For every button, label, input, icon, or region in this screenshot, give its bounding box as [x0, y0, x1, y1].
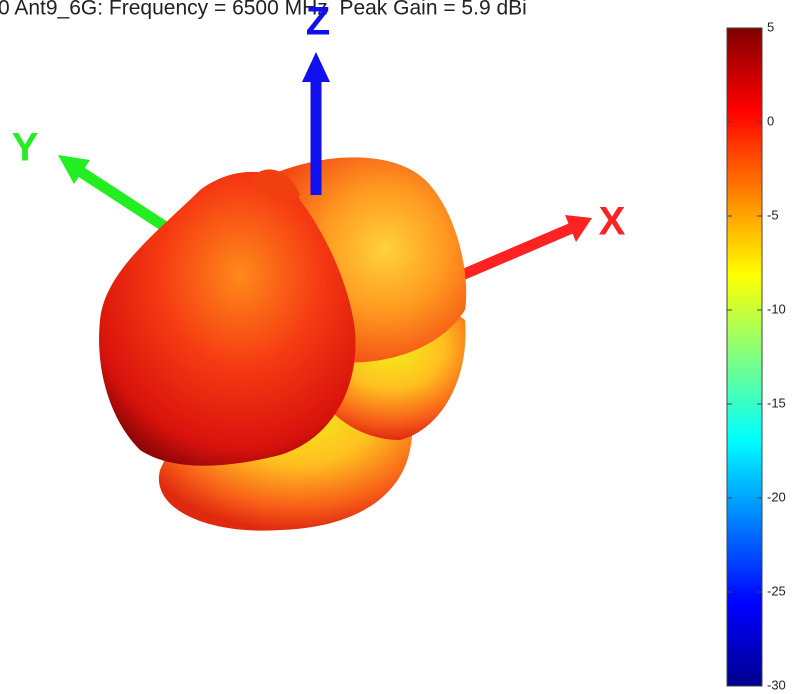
y-axis-arrow [58, 155, 174, 235]
colorbar-tick-label: -5 [767, 207, 779, 222]
colorbar-tick-label: 5 [767, 19, 774, 34]
x-axis-arrow [452, 215, 592, 284]
z-axis-arrow [302, 52, 330, 195]
colorbar-tick-label: -25 [767, 583, 786, 598]
z-axis-label: Z [306, 0, 330, 44]
colorbar-tick-label: -15 [767, 395, 786, 410]
colorbar-tick-label: -30 [767, 677, 786, 692]
chart-title: 0 Ant9_6G: Frequency = 6500 MHz Peak Gai… [0, 0, 527, 20]
colorbar [726, 27, 763, 687]
colorbar-tick-label: 0 [767, 113, 774, 128]
colorbar-tick-label: -10 [767, 301, 786, 316]
colorbar-tick-label: -20 [767, 489, 786, 504]
x-axis-label: X [599, 200, 626, 244]
y-axis-label: Y [12, 126, 39, 170]
pattern-surface [99, 157, 467, 531]
